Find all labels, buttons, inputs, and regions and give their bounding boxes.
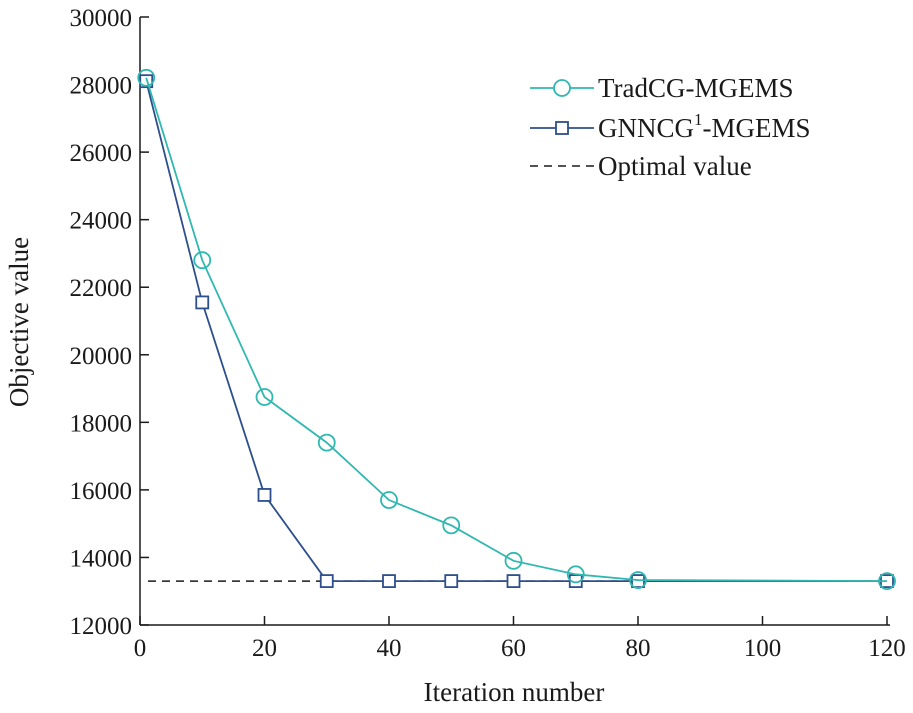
data-point-circle xyxy=(380,491,398,509)
y-tick-label: 16000 xyxy=(70,478,133,505)
legend-label-tradcg: TradCG-MGEMS xyxy=(598,73,794,103)
data-point-circle xyxy=(504,551,523,570)
legend-label-gnncg-tail: -MGEMS xyxy=(703,113,811,143)
y-tick-label: 20000 xyxy=(70,343,133,370)
legend-marker-square-icon xyxy=(555,121,569,135)
y-ticks: 12000 14000 16000 18000 20000 22000 24000 26000… xyxy=(70,5,149,640)
series-tradcg xyxy=(137,68,896,590)
x-tick-label: 20 xyxy=(252,635,277,662)
legend-label-gnncg-sup: 1 xyxy=(694,110,703,129)
y-tick-label: 18000 xyxy=(70,410,133,437)
x-tick-label: 60 xyxy=(501,635,526,662)
data-point-square xyxy=(382,574,396,588)
legend-label-gnncg: GNNCG1-MGEMS xyxy=(598,110,811,143)
y-tick-label: 24000 xyxy=(70,208,133,235)
data-point-square xyxy=(444,574,459,588)
y-tick-label: 26000 xyxy=(70,140,133,167)
legend-item-optimal: Optimal value xyxy=(530,151,752,181)
x-tick-label: 80 xyxy=(626,635,651,662)
y-tick-label: 30000 xyxy=(70,5,133,32)
plot-area: 0 20 40 60 80 100 120 12000 14000 16000 18000 2000… xyxy=(70,5,906,662)
legend-item-tradcg: TradCG-MGEMS xyxy=(530,73,794,103)
data-point-circle xyxy=(442,516,461,535)
legend-marker-circle-icon xyxy=(553,79,571,97)
data-point-circle xyxy=(566,565,585,584)
data-point-circle xyxy=(629,571,647,589)
x-tick-label: 0 xyxy=(134,635,147,662)
x-ticks: 0 20 40 60 80 100 120 xyxy=(134,616,906,662)
legend-item-gnncg: GNNCG1-MGEMS xyxy=(530,110,811,143)
y-tick-label: 22000 xyxy=(70,275,133,302)
data-point-circle xyxy=(255,388,274,406)
series-line xyxy=(145,77,888,582)
y-tick-label: 12000 xyxy=(70,613,133,640)
x-tick-label: 100 xyxy=(744,635,782,662)
x-tick-label: 120 xyxy=(868,635,906,662)
legend-label-optimal: Optimal value xyxy=(598,151,752,181)
data-point-square xyxy=(319,574,334,588)
data-point-circle xyxy=(317,433,336,452)
data-point-circle xyxy=(193,251,212,270)
data-point-square xyxy=(139,74,154,89)
legend-label-gnncg-main: GNNCG xyxy=(598,113,694,143)
series-gnncg xyxy=(139,74,894,588)
data-point-square xyxy=(506,574,521,588)
y-axis-title: Objective value xyxy=(4,237,34,407)
series-layer xyxy=(137,68,896,590)
data-point-square xyxy=(195,295,210,310)
legend: TradCG-MGEMS GNNCG1-MGEMS Optimal value xyxy=(530,73,811,181)
data-point-circle xyxy=(137,68,156,87)
series-line xyxy=(145,80,887,582)
data-point-square xyxy=(631,574,645,588)
data-point-circle xyxy=(878,572,896,590)
x-tick-label: 40 xyxy=(377,635,402,662)
y-tick-label: 28000 xyxy=(70,73,133,100)
y-tick-label: 14000 xyxy=(70,545,133,572)
data-point-square xyxy=(257,488,272,502)
x-axis-title: Iteration number xyxy=(424,677,605,707)
